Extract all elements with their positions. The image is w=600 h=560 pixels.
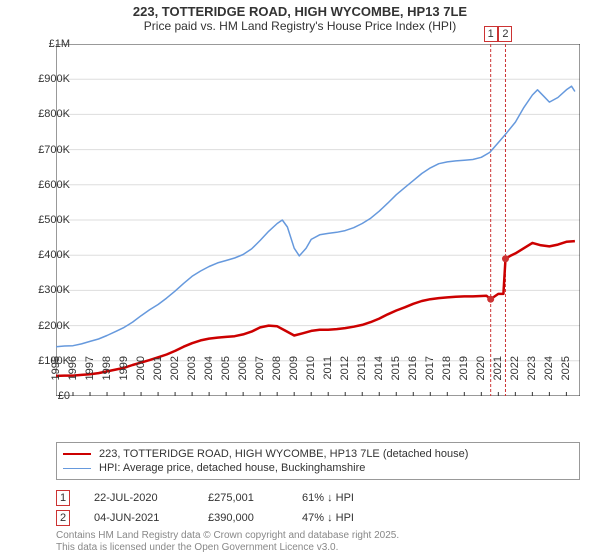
- x-tick-label: 2005: [220, 356, 232, 380]
- x-tick-label: 2021: [492, 356, 504, 380]
- x-tick-label: 2020: [475, 356, 487, 380]
- legend-label: HPI: Average price, detached house, Buck…: [99, 462, 365, 474]
- event-price: £275,001: [208, 492, 278, 504]
- y-tick-label: £800K: [38, 108, 70, 120]
- x-tick-label: 1995: [50, 356, 62, 380]
- marker-label-2: 2: [498, 26, 512, 42]
- legend-row: HPI: Average price, detached house, Buck…: [63, 461, 573, 475]
- x-tick-label: 2011: [322, 356, 334, 380]
- event-pct: 61% ↓ HPI: [302, 492, 354, 504]
- x-tick-label: 1998: [101, 356, 113, 380]
- x-tick-label: 2014: [373, 356, 385, 380]
- legend: 223, TOTTERIDGE ROAD, HIGH WYCOMBE, HP13…: [56, 442, 580, 480]
- x-tick-label: 2004: [203, 356, 215, 380]
- event-row: 1 22-JUL-2020 £275,001 61% ↓ HPI: [56, 488, 354, 508]
- x-tick-label: 1999: [118, 356, 130, 380]
- legend-swatch: [63, 468, 91, 469]
- x-tick-label: 2018: [441, 356, 453, 380]
- x-tick-label: 2006: [237, 356, 249, 380]
- x-tick-label: 2000: [135, 356, 147, 380]
- event-date: 04-JUN-2021: [94, 512, 184, 524]
- event-marker: 1: [56, 490, 70, 506]
- x-tick-label: 1996: [67, 356, 79, 380]
- x-tick-label: 2016: [407, 356, 419, 380]
- event-date: 22-JUL-2020: [94, 492, 184, 504]
- y-tick-label: £200K: [38, 320, 70, 332]
- x-tick-label: 2013: [356, 356, 368, 380]
- x-tick-label: 2023: [526, 356, 538, 380]
- x-tick-label: 2008: [271, 356, 283, 380]
- x-tick-label: 2007: [254, 356, 266, 380]
- attribution-line2: This data is licensed under the Open Gov…: [56, 542, 399, 554]
- x-tick-label: 2002: [169, 356, 181, 380]
- x-tick-label: 2003: [186, 356, 198, 380]
- legend-label: 223, TOTTERIDGE ROAD, HIGH WYCOMBE, HP13…: [99, 448, 468, 460]
- x-tick-label: 2022: [509, 356, 521, 380]
- x-tick-label: 2024: [543, 356, 555, 380]
- y-tick-label: £1M: [49, 38, 70, 50]
- x-tick-label: 2009: [288, 356, 300, 380]
- marker-label-1: 1: [484, 26, 498, 42]
- legend-swatch: [63, 453, 91, 455]
- x-tick-label: 2017: [424, 356, 436, 380]
- y-tick-label: £0: [58, 390, 70, 402]
- event-pct: 47% ↓ HPI: [302, 512, 354, 524]
- event-price: £390,000: [208, 512, 278, 524]
- x-tick-label: 1997: [84, 356, 96, 380]
- chart-container: 223, TOTTERIDGE ROAD, HIGH WYCOMBE, HP13…: [0, 0, 600, 560]
- x-tick-label: 2012: [339, 356, 351, 380]
- chart-title: 223, TOTTERIDGE ROAD, HIGH WYCOMBE, HP13…: [0, 0, 600, 19]
- x-tick-label: 2025: [560, 356, 572, 380]
- attribution-line1: Contains HM Land Registry data © Crown c…: [56, 530, 399, 542]
- legend-row: 223, TOTTERIDGE ROAD, HIGH WYCOMBE, HP13…: [63, 447, 573, 461]
- y-tick-label: £600K: [38, 179, 70, 191]
- x-tick-label: 2019: [458, 356, 470, 380]
- x-tick-label: 2015: [390, 356, 402, 380]
- event-row: 2 04-JUN-2021 £390,000 47% ↓ HPI: [56, 508, 354, 528]
- y-tick-label: £500K: [38, 214, 70, 226]
- y-tick-label: £300K: [38, 284, 70, 296]
- attribution: Contains HM Land Registry data © Crown c…: [56, 530, 399, 554]
- chart-svg: [56, 44, 580, 396]
- event-rows: 1 22-JUL-2020 £275,001 61% ↓ HPI 2 04-JUN-202…: [56, 488, 354, 528]
- x-tick-label: 2001: [152, 356, 164, 380]
- y-tick-label: £700K: [38, 144, 70, 156]
- y-tick-label: £900K: [38, 73, 70, 85]
- event-marker: 2: [56, 510, 70, 526]
- chart-area: [56, 44, 580, 396]
- x-tick-label: 2010: [305, 356, 317, 380]
- y-tick-label: £400K: [38, 249, 70, 261]
